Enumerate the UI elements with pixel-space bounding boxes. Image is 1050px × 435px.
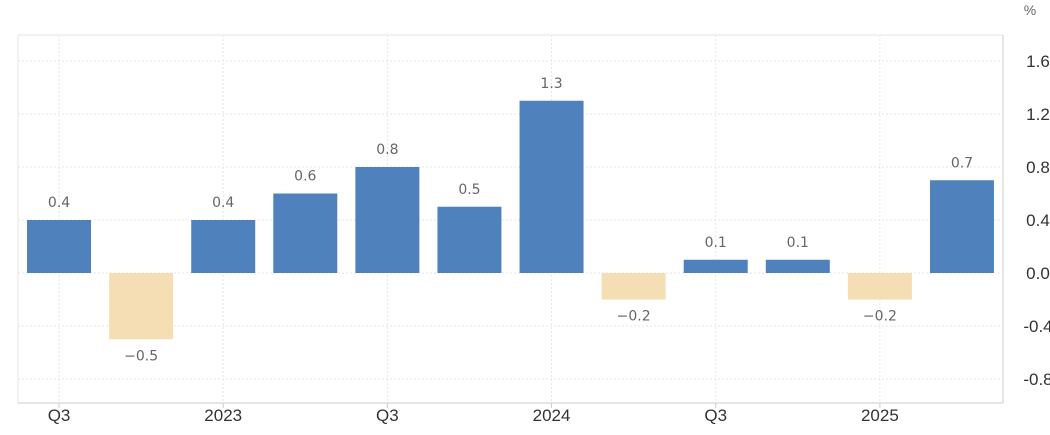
bar-q2-2024 [601, 273, 666, 300]
bar-q3-2023 [355, 167, 420, 273]
bar-q4-2022 [109, 273, 174, 340]
data-label: −0.5 [124, 348, 158, 364]
grid-lines [17, 34, 1004, 404]
data-label: 0.5 [458, 182, 480, 198]
x-tick-label: Q3 [376, 406, 399, 425]
y-tick-label: -0.4 [1023, 317, 1050, 336]
y-tick-label: 1.2 [1026, 105, 1050, 124]
data-label: 0.7 [951, 155, 973, 171]
data-label: 0.8 [376, 142, 398, 158]
data-label: −0.2 [863, 309, 897, 325]
bars [27, 100, 994, 340]
bar-q1-2023 [191, 220, 256, 273]
y-tick-label: 0.8 [1026, 158, 1050, 177]
y-tick-label: 1.6 [1026, 52, 1050, 71]
bar-q3-2022 [27, 220, 92, 273]
bar-q1-2025 [847, 273, 912, 300]
x-axis-ticks: Q3 2023 Q3 2024 Q3 2025 [48, 403, 899, 425]
x-tick-label: Q3 [704, 406, 727, 425]
y-tick-label: -0.8 [1023, 370, 1050, 389]
bar-q1-2024 [519, 100, 584, 273]
data-label: 0.1 [705, 235, 727, 251]
data-label: −0.2 [617, 309, 651, 325]
data-label: 0.4 [48, 195, 70, 211]
bar-q2-2025 [929, 180, 994, 273]
unit-label: % [1024, 2, 1036, 18]
bar-q3-2024 [683, 259, 748, 273]
bar-q4-2024 [765, 259, 830, 273]
x-tick-label: 2025 [861, 406, 899, 425]
x-tick-label: 2024 [533, 406, 571, 425]
x-tick-label: Q3 [48, 406, 71, 425]
data-label: 0.1 [787, 235, 809, 251]
data-labels: 0.4 −0.5 0.4 0.6 0.8 0.5 1.3 −0.2 0.1 0.1 −0.2 0.7 [48, 76, 973, 365]
y-tick-label: 0.0 [1026, 264, 1050, 283]
y-axis-ticks: 1.6 1.2 0.8 0.4 0.0 -0.4 -0.8 [1023, 52, 1050, 389]
data-label: 0.4 [212, 195, 234, 211]
x-tick-label: 2023 [204, 406, 242, 425]
bar-q4-2023 [437, 206, 502, 273]
data-label: 1.3 [540, 76, 562, 92]
bar-q2-2023 [273, 193, 338, 273]
data-label: 0.6 [294, 169, 316, 185]
y-tick-label: 0.4 [1026, 211, 1050, 230]
